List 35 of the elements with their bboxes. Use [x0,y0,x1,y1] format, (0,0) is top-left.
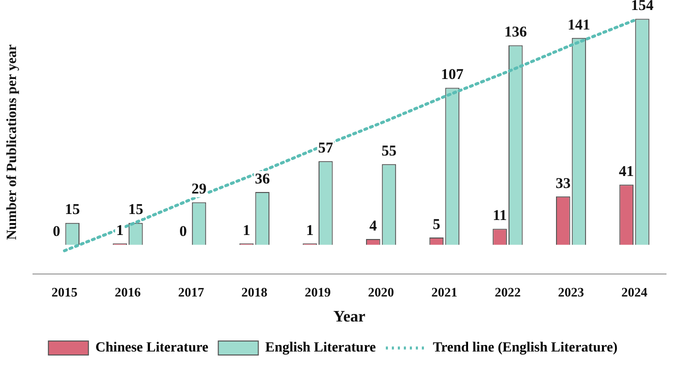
x-tick-label: 2018 [241,284,268,300]
data-label: 0 [179,224,187,240]
x-tick-label: 2016 [114,284,142,300]
data-label: 29 [192,182,207,198]
y-axis-title: Number of Publications per year [5,44,20,240]
x-tick-label: 2024 [621,284,648,300]
x-axis-title: Year [333,308,366,326]
legend-label: Trend line (English Literature) [432,340,618,356]
data-label: 36 [254,171,270,188]
data-label: 136 [504,24,528,41]
legend-label: English Literature [265,340,376,356]
legend-label: Chinese Literature [95,340,208,356]
data-label: 1 [242,222,250,239]
data-label: 11 [492,208,507,224]
x-tick-label: 2015 [51,284,78,300]
data-label: 4 [369,218,378,234]
data-label: 0 [52,224,60,240]
data-label: 1 [306,222,314,239]
x-tick-label: 2022 [494,284,521,300]
x-tick-label: 2017 [178,284,205,300]
data-label: 55 [381,143,396,160]
data-label: 1 [116,222,124,239]
data-label: 15 [128,202,144,218]
data-label: 41 [618,164,634,180]
data-label: 154 [631,0,654,14]
x-tick-label: 2021 [431,284,458,300]
data-label: 5 [432,216,440,233]
data-label: 107 [441,67,464,84]
data-label: 15 [64,202,80,218]
data-label: 57 [318,140,334,157]
data-label: 141 [568,17,590,34]
x-tick-label: 2019 [304,284,332,300]
x-tick-label: 2020 [368,284,394,300]
x-tick-label: 2023 [558,284,585,300]
data-label: 33 [556,176,571,192]
